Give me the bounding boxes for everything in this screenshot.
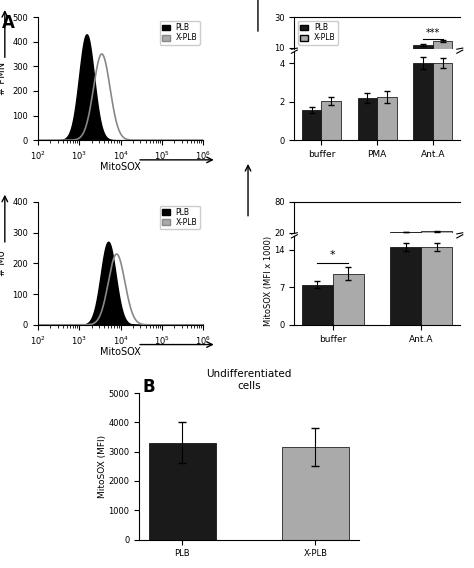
Text: A: A — [2, 14, 15, 32]
Y-axis label: # PMN: # PMN — [0, 62, 7, 95]
Bar — [357, 98, 377, 140]
Text: ***: *** — [426, 28, 440, 39]
Legend: PLB, X-PLB: PLB, X-PLB — [160, 206, 200, 229]
Bar — [282, 447, 349, 540]
Bar — [377, 97, 397, 140]
Bar — [149, 443, 216, 540]
Y-axis label: # Mo: # Mo — [0, 250, 7, 276]
Bar — [302, 110, 321, 140]
Y-axis label: MitoSOX (MFI x 1000): MitoSOX (MFI x 1000) — [264, 236, 273, 325]
Bar — [413, 63, 433, 140]
Legend: PLB, X-PLB: PLB, X-PLB — [160, 21, 200, 45]
Bar — [413, 45, 433, 63]
Legend: PLB, X-PLB: PLB, X-PLB — [298, 21, 338, 45]
Bar — [333, 274, 364, 325]
Bar — [390, 247, 421, 325]
Bar — [433, 41, 452, 63]
Y-axis label: MitoSOX (MFI): MitoSOX (MFI) — [98, 435, 107, 498]
X-axis label: MitoSOX: MitoSOX — [100, 347, 141, 357]
Bar — [321, 101, 341, 140]
X-axis label: MitoSOX: MitoSOX — [100, 162, 141, 172]
Title: Undifferentiated
cells: Undifferentiated cells — [206, 369, 292, 391]
Bar — [433, 63, 452, 140]
Text: B: B — [142, 378, 155, 396]
Text: *: * — [330, 250, 336, 261]
Bar — [302, 285, 333, 325]
Bar — [421, 231, 452, 243]
Bar — [390, 232, 421, 243]
Bar — [421, 247, 452, 325]
